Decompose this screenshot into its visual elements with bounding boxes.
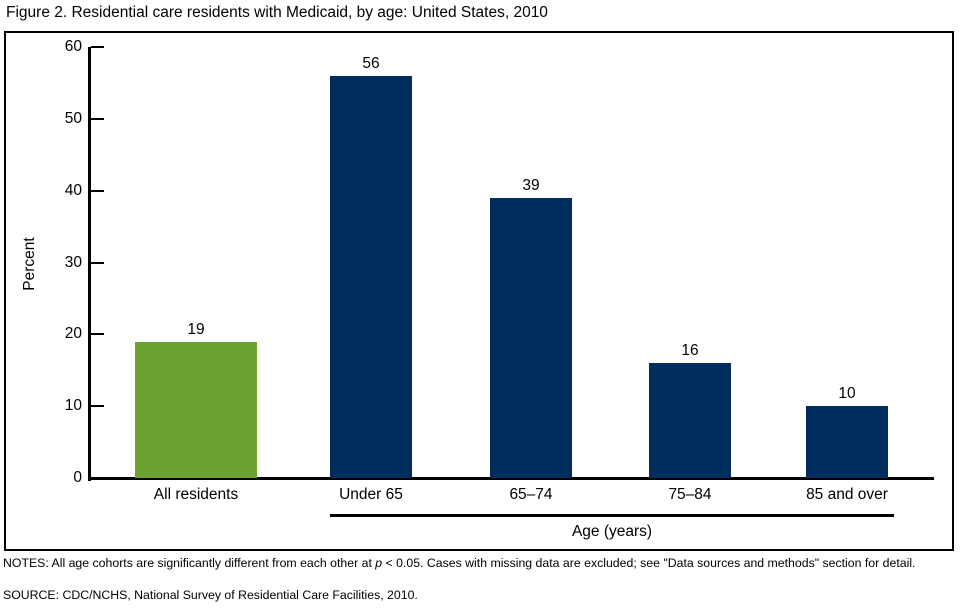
source-text: SOURCE: CDC/NCHS, National Survey of Res… [3, 588, 418, 602]
y-tick-label: 30 [64, 253, 82, 271]
y-tick-label: 50 [64, 109, 82, 127]
y-axis-line [88, 47, 91, 481]
notes-text: NOTES: All age cohorts are significantly… [3, 556, 955, 572]
bar-value-label: 16 [681, 342, 699, 359]
category-label: Under 65 [339, 486, 403, 503]
notes-suffix: < 0.05. Cases with missing data are excl… [382, 556, 916, 570]
y-tick-label: 10 [64, 397, 82, 415]
x-axis-baseline [88, 477, 934, 480]
bar-value-label: 19 [187, 321, 205, 338]
y-tick-mark [91, 261, 104, 264]
category-label: 65–74 [509, 486, 553, 503]
bar-65-74 [490, 198, 572, 478]
bar-value-label: 56 [362, 55, 380, 72]
bar-under-65 [330, 76, 412, 478]
y-axis-label: Percent [21, 237, 38, 291]
category-label: All residents [153, 486, 239, 503]
bar-value-label: 39 [522, 177, 540, 194]
y-tick-label: 0 [73, 469, 82, 486]
bar-85-and-over [806, 406, 888, 478]
y-tick-mark [91, 117, 104, 120]
y-tick-mark [91, 333, 104, 336]
y-tick-mark [91, 405, 104, 408]
bar-all-residents [135, 342, 257, 478]
y-tick-label: 20 [64, 325, 82, 343]
notes-p-italic: p [375, 556, 383, 570]
figure-title: Figure 2. Residential care residents wit… [6, 4, 548, 21]
age-axis-bracket [330, 514, 894, 517]
x-axis-label: Age (years) [571, 523, 653, 540]
notes-prefix: NOTES: All age cohorts are significantly… [3, 556, 376, 570]
y-tick-mark [91, 46, 104, 48]
y-tick-mark [91, 189, 104, 192]
category-label: 85 and over [806, 486, 888, 503]
y-tick-label: 40 [64, 181, 82, 199]
bar-value-label: 10 [838, 385, 856, 402]
y-tick-label: 60 [64, 38, 82, 55]
bar-75-84 [649, 363, 731, 478]
category-label: 75–84 [668, 486, 712, 503]
